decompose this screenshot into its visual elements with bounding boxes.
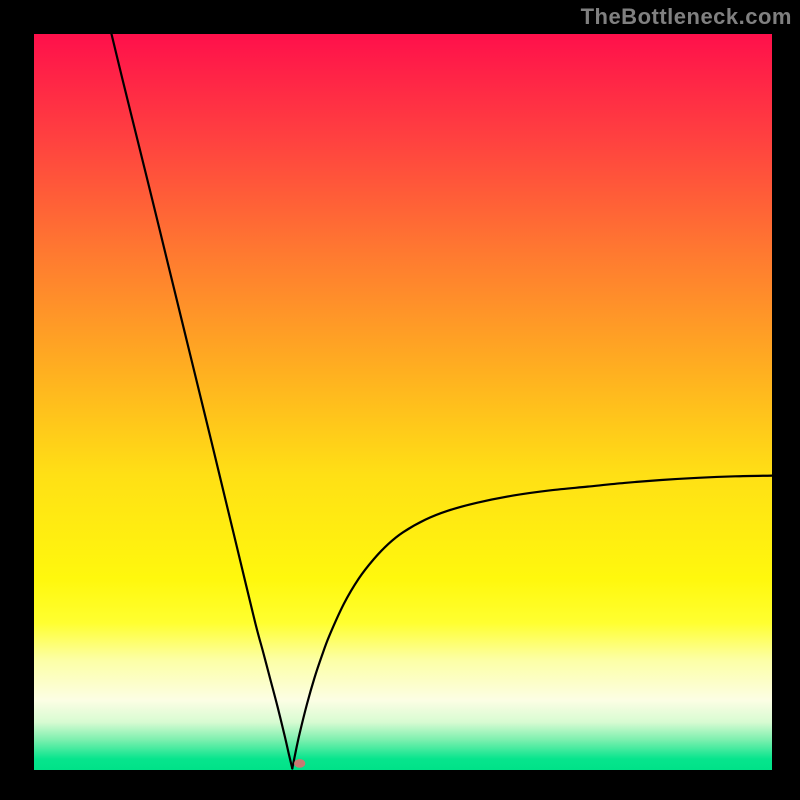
optimal-point-marker [294, 759, 305, 768]
plot-background [34, 34, 772, 770]
chart-container: TheBottleneck.com [0, 0, 800, 800]
watermark-label: TheBottleneck.com [581, 4, 792, 30]
bottleneck-chart [0, 0, 800, 800]
